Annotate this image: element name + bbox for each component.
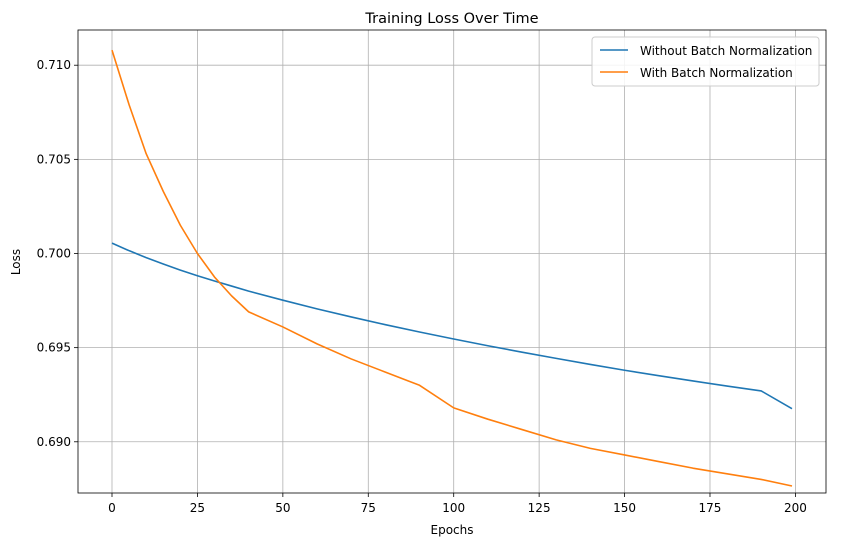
x-tick-label: 75	[361, 501, 376, 515]
x-tick-label: 175	[699, 501, 722, 515]
x-tick-label: 0	[108, 501, 116, 515]
y-tick-label: 0.690	[37, 435, 71, 449]
x-tick-label: 50	[275, 501, 290, 515]
chart-title: Training Loss Over Time	[364, 11, 538, 27]
x-tick-label: 200	[784, 501, 807, 515]
y-tick-label: 0.705	[37, 152, 71, 166]
x-tick-label: 25	[190, 501, 205, 515]
series-lines	[111, 49, 793, 487]
x-tick-label: 100	[442, 501, 465, 515]
grid	[78, 30, 826, 493]
x-axis-label: Epochs	[431, 523, 474, 537]
legend: Without Batch Normalization With Batch N…	[591, 36, 820, 87]
y-axis-label: Loss	[9, 249, 23, 275]
x-tick-label: 125	[528, 501, 551, 515]
series-line-1	[111, 49, 793, 487]
axis-ticks: 0 25 50 75 100 125 150 175 200 0.690 0.695 0.700 0.7…	[37, 58, 807, 515]
series-line-0	[111, 242, 793, 410]
legend-frame	[591, 36, 820, 87]
legend-label-with-bn: With Batch Normalization	[640, 66, 793, 80]
y-tick-label: 0.710	[37, 58, 71, 72]
plot-frame	[77, 29, 827, 494]
x-tick-label: 150	[613, 501, 636, 515]
y-tick-label: 0.700	[37, 246, 71, 260]
y-tick-label: 0.695	[37, 341, 71, 355]
legend-label-without-bn: Without Batch Normalization	[640, 44, 812, 58]
